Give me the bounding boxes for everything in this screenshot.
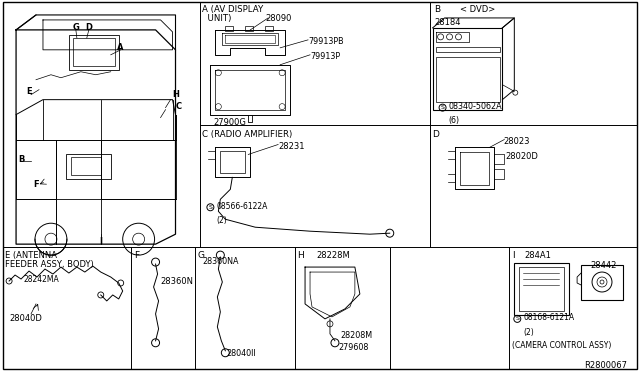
Text: 28442: 28442 bbox=[590, 261, 616, 270]
Text: F: F bbox=[134, 251, 139, 260]
Text: E: E bbox=[26, 87, 32, 96]
Text: (CAMERA CONTROL ASSY): (CAMERA CONTROL ASSY) bbox=[513, 341, 612, 350]
Text: S: S bbox=[515, 316, 519, 321]
Text: 08566-6122A: 08566-6122A bbox=[216, 202, 268, 211]
Text: (2): (2) bbox=[524, 328, 534, 337]
Text: 79913P: 79913P bbox=[310, 52, 340, 61]
Text: 28208M: 28208M bbox=[340, 331, 372, 340]
Text: 08168-6121A: 08168-6121A bbox=[524, 313, 575, 323]
Text: 279608: 279608 bbox=[338, 343, 368, 352]
Text: G: G bbox=[72, 23, 79, 32]
Text: H: H bbox=[297, 251, 304, 260]
Text: I: I bbox=[99, 237, 102, 246]
Text: 28090: 28090 bbox=[265, 14, 292, 23]
Text: 28360N: 28360N bbox=[161, 277, 193, 286]
Text: 28242MA: 28242MA bbox=[23, 275, 59, 284]
Bar bbox=[436, 47, 500, 52]
Text: 28228M: 28228M bbox=[316, 251, 350, 260]
Text: H: H bbox=[172, 90, 179, 99]
Text: F: F bbox=[33, 180, 39, 189]
Bar bbox=[581, 265, 623, 300]
Text: B: B bbox=[18, 155, 24, 164]
Text: R2800067: R2800067 bbox=[584, 361, 627, 370]
Text: (2): (2) bbox=[216, 216, 227, 225]
Text: (6): (6) bbox=[449, 116, 460, 125]
Bar bbox=[66, 154, 111, 179]
Bar bbox=[225, 26, 234, 31]
Text: 28360NA: 28360NA bbox=[202, 257, 239, 266]
Text: C (RADIO AMPLIFIER): C (RADIO AMPLIFIER) bbox=[202, 129, 292, 138]
Text: E (ANTENNA: E (ANTENNA bbox=[5, 251, 57, 260]
Text: 28020D: 28020D bbox=[506, 153, 538, 161]
Bar bbox=[515, 263, 569, 315]
Text: 28184: 28184 bbox=[435, 18, 461, 27]
Text: B: B bbox=[435, 5, 441, 14]
Bar bbox=[220, 151, 245, 173]
Bar bbox=[433, 28, 502, 110]
Text: D: D bbox=[433, 129, 440, 138]
Text: < DVD>: < DVD> bbox=[460, 5, 495, 14]
Text: 28040D: 28040D bbox=[9, 314, 42, 323]
Text: D: D bbox=[85, 23, 92, 32]
Text: A (AV DISPLAY: A (AV DISPLAY bbox=[202, 5, 264, 14]
Bar bbox=[69, 35, 118, 70]
Bar bbox=[265, 26, 273, 31]
Text: S: S bbox=[440, 105, 445, 110]
Text: 79913PB: 79913PB bbox=[308, 37, 344, 46]
Bar bbox=[73, 38, 115, 66]
Text: G: G bbox=[197, 251, 204, 260]
Bar bbox=[436, 57, 500, 102]
Text: 284A1: 284A1 bbox=[524, 251, 551, 260]
Text: A: A bbox=[118, 43, 124, 52]
Bar bbox=[519, 267, 564, 311]
Bar bbox=[245, 26, 253, 31]
Text: UNIT): UNIT) bbox=[202, 14, 232, 23]
Text: 28231: 28231 bbox=[278, 141, 305, 151]
Text: FEEDER ASSY, BODY): FEEDER ASSY, BODY) bbox=[5, 260, 94, 269]
Text: 27900G: 27900G bbox=[213, 118, 246, 126]
Text: 28040II: 28040II bbox=[227, 349, 256, 358]
Text: 08340-5062A: 08340-5062A bbox=[449, 102, 502, 111]
Text: S: S bbox=[209, 205, 212, 210]
Text: 28023: 28023 bbox=[503, 137, 530, 145]
Text: C: C bbox=[175, 102, 182, 111]
Bar bbox=[71, 157, 100, 175]
Text: I: I bbox=[513, 251, 515, 260]
